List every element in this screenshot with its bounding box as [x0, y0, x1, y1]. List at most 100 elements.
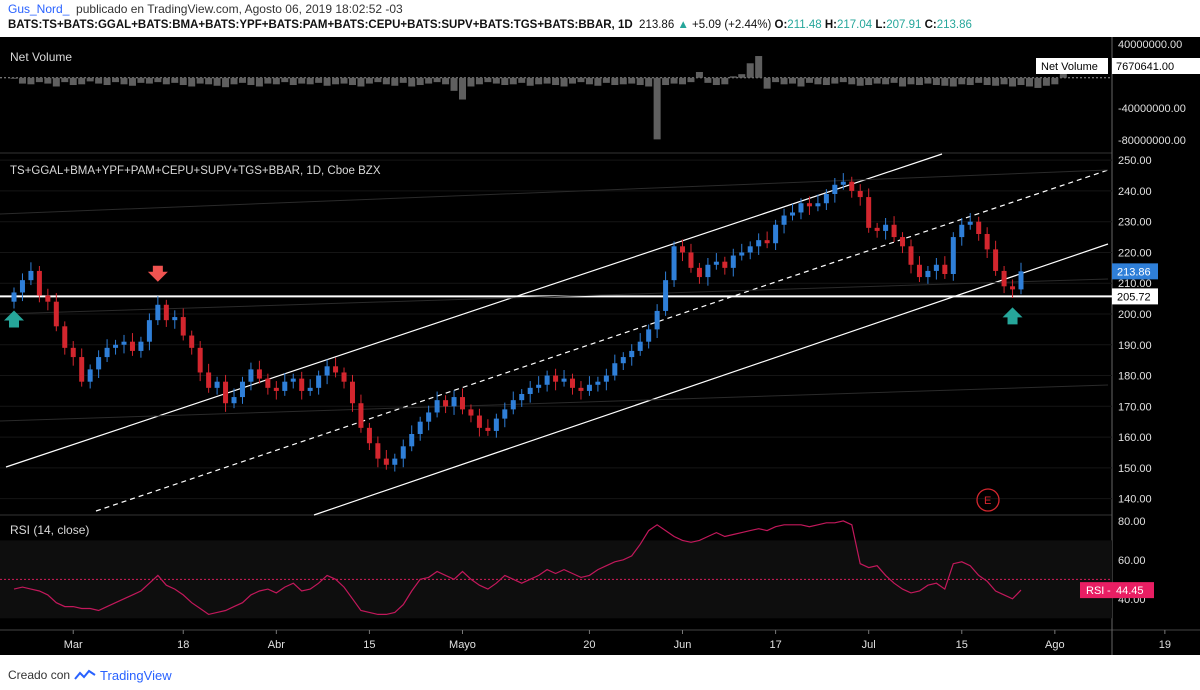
time-tick-label: Ago	[1045, 639, 1065, 651]
candle-body	[62, 326, 68, 348]
candle-body	[113, 344, 119, 348]
volume-bar	[712, 77, 720, 86]
hline-label: 205.72	[1117, 291, 1151, 303]
volume-bar	[306, 77, 314, 85]
volume-bar	[162, 77, 170, 85]
channel-faint-lower	[0, 384, 1109, 422]
chart-area[interactable]: Net Volume TS+GGAL+BMA+YPF+PAM+CEPU+SUPV…	[0, 37, 1200, 655]
volume-bar	[52, 77, 60, 87]
volume-bar	[628, 77, 636, 84]
volume-bar	[450, 77, 458, 91]
volume-bar	[729, 76, 737, 78]
price-tick: 200.00	[1118, 309, 1152, 321]
volume-last-badge	[1112, 58, 1200, 74]
volume-bar	[128, 77, 136, 86]
price-change: +5.09 (+2.44%)	[692, 19, 772, 31]
chart-canvas[interactable]: Net Volume TS+GGAL+BMA+YPF+PAM+CEPU+SUPV…	[0, 37, 1200, 655]
volume-bar	[340, 77, 348, 84]
earnings-marker[interactable]	[976, 488, 1000, 512]
candle-body	[163, 304, 169, 321]
candle-body	[874, 227, 880, 231]
rsi-last-label: RSI	[1086, 585, 1104, 597]
candle-body	[756, 240, 762, 247]
candle-body	[739, 252, 745, 256]
candle-body	[451, 397, 457, 407]
volume-last-value: 7670641.00	[1116, 61, 1174, 73]
candle-body	[79, 357, 85, 382]
time-tick-label: Jul	[862, 639, 876, 651]
volume-bar	[35, 77, 43, 83]
volume-bar	[315, 77, 323, 83]
time-tick-label: 15	[956, 639, 968, 651]
volume-bar	[653, 77, 661, 140]
candle-body	[1010, 286, 1016, 290]
volume-bar	[391, 77, 399, 86]
candle-body	[214, 381, 220, 388]
trend-channels[interactable]	[0, 153, 1109, 516]
close-label: C:	[924, 19, 937, 31]
price-tick: 230.00	[1118, 217, 1152, 229]
published-text: publicado en TradingView.com, Agosto 06,…	[76, 2, 403, 16]
volume-bar	[86, 77, 94, 82]
candle-body	[663, 280, 669, 311]
time-tick-label: 17	[769, 639, 781, 651]
candle-body	[28, 270, 34, 281]
candle-body	[806, 203, 812, 207]
candle-body	[358, 403, 364, 428]
footer: Creado con TradingView	[8, 664, 172, 686]
volume-bar	[272, 77, 280, 85]
tradingview-logo-icon	[74, 669, 96, 680]
volume-bar	[695, 71, 703, 78]
candle-body	[146, 320, 152, 342]
author-link[interactable]: Gus_Nord_	[8, 2, 70, 16]
volume-bar	[18, 77, 26, 84]
time-tick-label: 15	[363, 639, 375, 651]
candle-body	[231, 397, 237, 404]
candle-body	[248, 369, 254, 382]
candle-body	[129, 341, 135, 351]
volume-bar	[298, 77, 306, 84]
volume-bar	[1059, 71, 1067, 78]
candle-body	[426, 412, 432, 422]
volume-bar	[69, 77, 77, 86]
volume-bar	[196, 77, 204, 84]
candle-body	[637, 341, 643, 351]
candle-body	[45, 295, 51, 302]
volume-bar	[839, 77, 847, 83]
time-tick-label: Jun	[674, 639, 692, 651]
last-price-badge	[1112, 263, 1158, 280]
candle-body	[476, 415, 482, 428]
tradingview-brand-link[interactable]: TradingView	[100, 667, 172, 683]
volume-bar	[899, 77, 907, 87]
candle-body	[87, 369, 93, 382]
volume-bar	[569, 77, 577, 84]
volume-bar	[645, 77, 653, 87]
rsi-last-badge	[1080, 582, 1154, 599]
volume-bar	[966, 77, 974, 86]
candle-body	[459, 397, 465, 410]
price-tick: 180.00	[1118, 371, 1152, 383]
volume-bar	[433, 77, 441, 83]
volume-bar	[992, 77, 1000, 86]
volume-bar	[797, 77, 805, 87]
candle-body	[307, 387, 313, 391]
candle-body	[883, 224, 889, 231]
volume-bar	[10, 77, 18, 79]
volume-bar	[205, 77, 213, 85]
candle-body	[485, 427, 491, 431]
candle-body	[324, 366, 330, 376]
price-title: TS+GGAL+BMA+YPF+PAM+CEPU+SUPV+TGS+BBAR, …	[10, 165, 381, 177]
candle-body	[197, 347, 203, 373]
volume-bar	[831, 77, 839, 84]
candle-body	[273, 387, 279, 391]
volume-bar	[958, 77, 966, 85]
candle-body	[316, 375, 322, 388]
volume-legend-box	[1036, 58, 1108, 74]
volume-bar	[856, 77, 864, 86]
candle-body	[933, 264, 939, 271]
candle-body	[1018, 271, 1024, 290]
candle-body	[468, 409, 474, 416]
symbol-name: BATS:TS+BATS:GGAL+BATS:BMA+BATS:YPF+BATS…	[8, 19, 633, 31]
candle-body	[417, 421, 423, 434]
volume-bar	[61, 77, 69, 83]
